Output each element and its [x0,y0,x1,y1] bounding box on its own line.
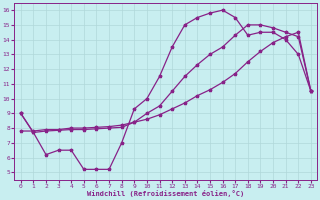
X-axis label: Windchill (Refroidissement éolien,°C): Windchill (Refroidissement éolien,°C) [87,190,244,197]
